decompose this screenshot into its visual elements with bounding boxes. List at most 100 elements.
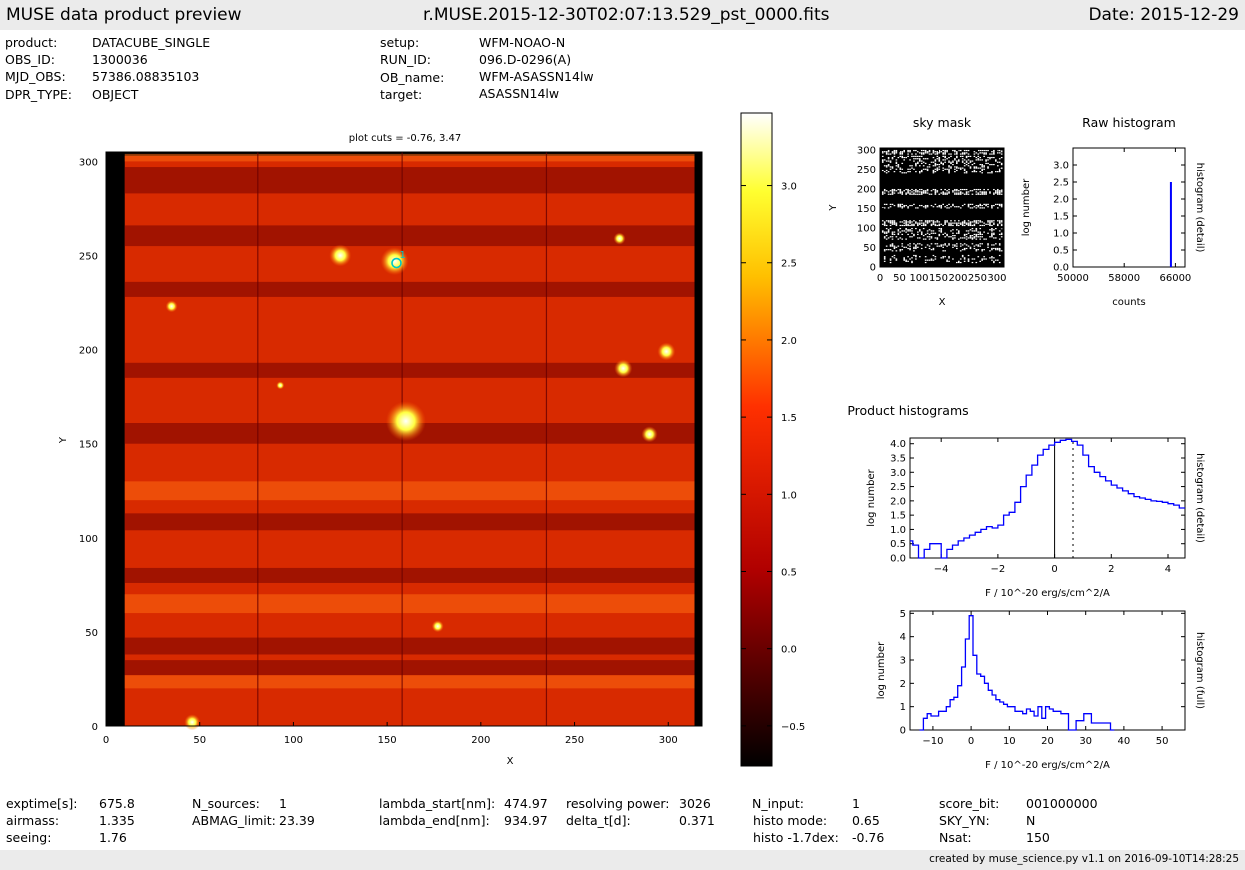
image-band-bright — [124, 153, 695, 162]
skymask-pixel — [975, 229, 978, 231]
skymask-pixel — [918, 165, 921, 167]
skymask-pixel — [975, 159, 978, 161]
skymask-pixel — [885, 203, 888, 205]
skymask-pixel — [885, 190, 888, 192]
skymask-pixel — [993, 188, 995, 191]
skymask-pixel — [889, 236, 892, 238]
skymask-pixel — [954, 153, 956, 155]
skymask-pixel — [971, 163, 974, 166]
skymask-pixel — [959, 167, 962, 169]
skymask-pixel — [996, 247, 999, 250]
skymask-pixel — [981, 243, 983, 245]
image-band-dark — [124, 637, 695, 655]
skymask-pixel — [911, 188, 913, 191]
skymask-pixel — [961, 249, 964, 251]
skymask-pixel — [928, 149, 931, 152]
skymask-pixel — [998, 193, 1001, 195]
skymask-pixel — [903, 220, 905, 222]
skymask-pixel — [950, 161, 952, 163]
skymask-pixel — [940, 231, 943, 233]
skymask-pixel — [946, 259, 948, 261]
skymask-pixel — [957, 206, 960, 208]
skymask-pixel — [957, 232, 960, 234]
skymask-pixel — [883, 192, 886, 194]
skymask-pixel — [885, 166, 888, 168]
skymask-pixel — [895, 151, 898, 153]
skymask-pixel — [903, 230, 905, 232]
skymask-pixel — [954, 193, 956, 195]
footer-credit: created by muse_science.py v1.1 on 2016-… — [929, 853, 1239, 865]
skymask-pixel — [965, 223, 968, 225]
skymask-pixel — [909, 165, 911, 167]
rawhist-title: Raw histogram — [1082, 115, 1176, 130]
prodhist-full-xtick-label: 10 — [1003, 736, 1016, 747]
skymask-pixel — [897, 192, 900, 194]
skymask-pixel — [913, 149, 915, 152]
skymask-ytick-label: 50 — [863, 243, 876, 254]
skymask-pixel — [956, 160, 958, 162]
skymask-pixel — [887, 237, 890, 239]
skymask-pixel — [983, 222, 985, 224]
skymask-pixel — [985, 258, 987, 260]
skymask-pixel — [897, 245, 900, 247]
skymask-pixel — [932, 247, 935, 250]
skymask-pixel — [895, 149, 898, 152]
skymask-pixel — [909, 224, 911, 227]
skymask-pixel — [930, 193, 933, 195]
skymask-pixel — [936, 155, 939, 158]
skymask-pixel — [946, 193, 948, 195]
skymask-pixel — [922, 190, 925, 192]
skymask-pixel — [932, 220, 935, 222]
image-star — [641, 426, 658, 443]
skymask-pixel — [991, 221, 993, 223]
skymask-pixel — [989, 156, 991, 159]
skymask-pixel — [934, 224, 937, 227]
skymask-pixel — [936, 245, 939, 247]
skymask-pixel — [975, 244, 978, 246]
skymask-pixel — [920, 222, 923, 224]
skymask-pixel — [981, 193, 983, 195]
skymask-pixel — [991, 207, 993, 209]
skymask-pixel — [885, 153, 888, 155]
skymask-pixel — [956, 166, 958, 168]
skymask-pixel — [920, 232, 923, 234]
skymask-pixel — [932, 223, 935, 225]
skymask-pixel — [944, 243, 946, 245]
skymask-pixel — [950, 223, 952, 225]
skymask-pixel — [981, 191, 983, 193]
skymask-pixel — [948, 188, 950, 191]
skymask-pixel — [965, 156, 968, 159]
prodhist-full-ylabel: log number — [876, 641, 887, 699]
skymask-pixel — [944, 168, 946, 170]
skymask-pixel — [938, 193, 941, 195]
skymask-pixel — [907, 224, 909, 227]
skymask-pixel — [917, 223, 919, 225]
skymask-pixel — [920, 231, 923, 233]
skymask-pixel — [969, 221, 972, 223]
info-key: seeing: — [6, 830, 52, 845]
skymask-pixel — [903, 156, 905, 159]
skymask-pixel — [959, 193, 962, 195]
skymask-pixel — [934, 258, 937, 260]
skymask-pixel — [973, 171, 976, 173]
skymask-pixel — [885, 245, 888, 247]
skymask-pixel — [950, 224, 952, 227]
skymask-pixel — [977, 155, 980, 158]
skymask-pixel — [940, 229, 943, 231]
skymask-pixel — [932, 222, 935, 224]
skymask-pixel — [944, 223, 946, 225]
skymask-ytick-label: 0 — [870, 263, 876, 274]
skymask-pixel — [963, 169, 966, 172]
skymask-pixel — [993, 193, 995, 195]
skymask-pixel — [991, 163, 993, 166]
skymask-pixel — [981, 233, 983, 236]
skymask-pixel — [950, 222, 952, 224]
skymask-pixel — [1000, 149, 1003, 152]
prodhist-detail-title: Product histograms — [847, 403, 968, 418]
prodhist-full-xtick-label: 40 — [1118, 736, 1131, 747]
skymask-pixel — [981, 250, 983, 252]
info-value: 0.65 — [852, 813, 880, 828]
skymask-pixel — [883, 188, 886, 191]
skymask-pixel — [942, 169, 944, 172]
skymask-pixel — [889, 153, 892, 155]
